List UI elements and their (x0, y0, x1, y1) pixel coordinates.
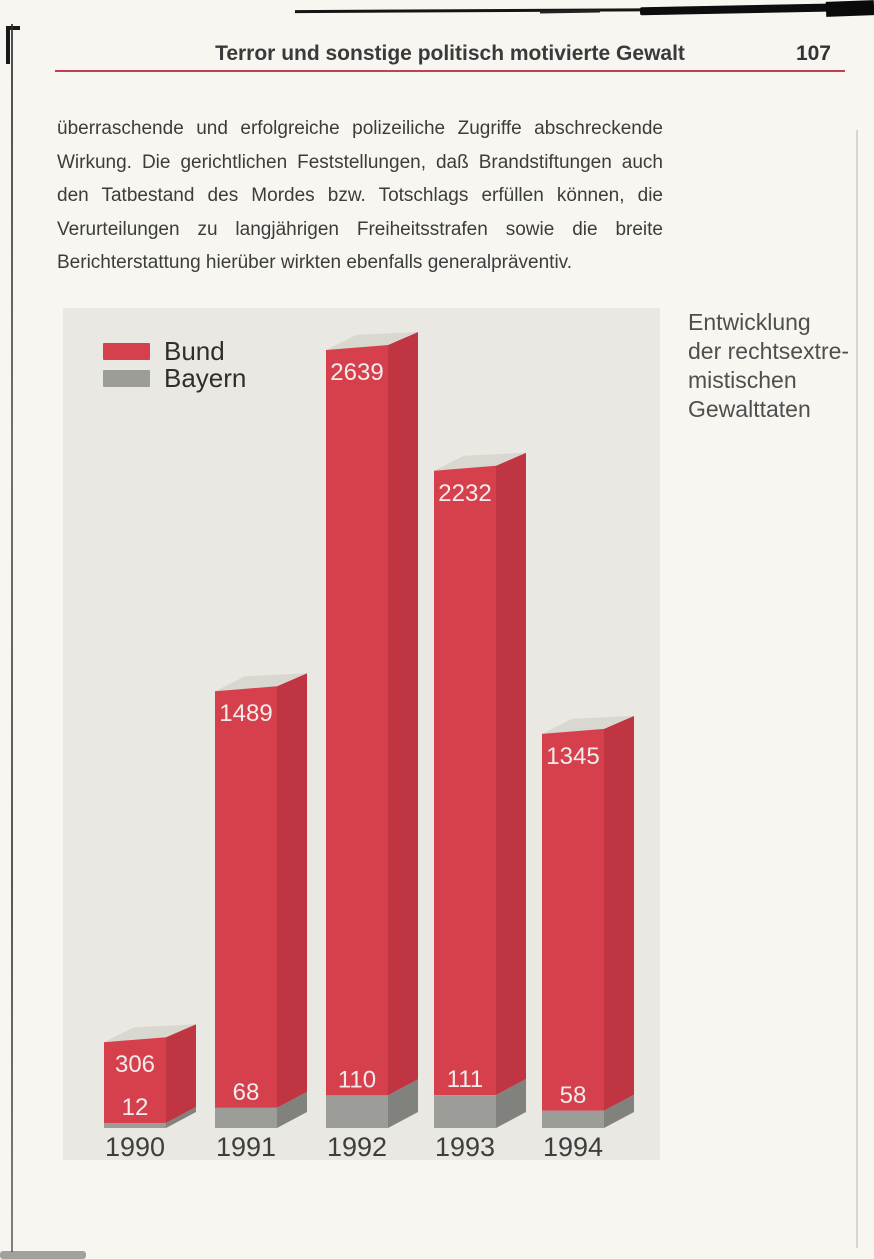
bund-value-label: 2639 (330, 359, 383, 386)
caption-line: Gewalttaten (688, 396, 811, 422)
bar-top-face (326, 332, 418, 350)
chart-caption: Entwicklung der rechtsextre-mistischen Gew… (688, 308, 863, 424)
year-axis-label: 1991 (216, 1132, 276, 1160)
bar-side-bund (388, 332, 418, 1096)
bar-front-bund (215, 686, 277, 1108)
bund-value-label: 2232 (438, 480, 491, 507)
bund-value-label: 1345 (546, 743, 599, 770)
bar-front-bayern (434, 1095, 496, 1128)
legend-label-bayern: Bayern (164, 363, 247, 393)
bar-top-face (434, 452, 526, 471)
bar-side-bayern (496, 1079, 526, 1128)
paragraph-line: den Tatbestand des Mordes bzw. Totschlag… (57, 185, 663, 206)
legend-swatch-bayern (103, 369, 150, 387)
paragraph-line: überraschende und erfolgreiche polizeili… (57, 118, 663, 139)
bayern-value-label: 58 (560, 1082, 587, 1109)
scan-artifact-bracket (6, 26, 20, 30)
bar-front-bund (104, 1037, 166, 1123)
bar-top-face (542, 715, 634, 734)
paragraph-line: Verurteilungen zu langjährigen Freiheits… (57, 218, 663, 240)
legend-label-bund: Bund (164, 336, 225, 366)
bar-front-bayern (326, 1095, 388, 1128)
bar-top-face (215, 673, 307, 692)
legend-item-bund: Bund (103, 336, 246, 366)
caption-line: mistischen (688, 367, 797, 393)
bar-front-bund (434, 465, 496, 1096)
bar-side-bund (166, 1024, 196, 1123)
page-number: 107 (795, 42, 831, 65)
body-paragraph: überraschende und erfolgreiche polizeili… (57, 112, 663, 280)
bar-side-bayern (604, 1094, 634, 1128)
bar-side-bayern (166, 1107, 196, 1128)
bar-side-bund (277, 673, 307, 1108)
year-axis-label: 1992 (327, 1132, 387, 1160)
year-axis-label: 1994 (543, 1132, 603, 1160)
scan-artifact-top-corner (825, 0, 874, 17)
bar-side-bayern (277, 1091, 307, 1128)
legend-swatch-bund (103, 342, 150, 360)
paragraph-line: Berichterstattung hierüber wirkten ebenf… (57, 252, 573, 273)
chart-panel: 306 12 1990 1489 68 1991 2639 110 1992 2232 111 199… (63, 308, 660, 1160)
scan-artifact-corner-shadow (0, 1251, 86, 1259)
bar-front-bayern (542, 1110, 604, 1128)
paragraph-line: Wirkung. Die gerichtlichen Feststellunge… (57, 151, 663, 173)
bar-side-bayern (388, 1079, 418, 1128)
bar-front-bayern (104, 1123, 166, 1128)
legend-item-bayern: Bayern (103, 363, 247, 393)
chart-legend: Bund Bayern (103, 336, 247, 396)
bund-value-label: 306 (115, 1051, 155, 1078)
bar-side-bund (604, 715, 634, 1111)
scan-artifact-bracket (6, 26, 10, 64)
bayern-value-label: 12 (122, 1094, 149, 1121)
bar-top-face (104, 1024, 196, 1043)
scan-artifact-dash (539, 9, 601, 14)
bar-side-bund (496, 452, 526, 1096)
bayern-value-label: 111 (447, 1066, 483, 1093)
bar-front-bund (326, 345, 388, 1096)
caption-line: Entwicklung (688, 309, 811, 335)
bayern-value-label: 110 (338, 1066, 376, 1093)
bar-front-bund (542, 728, 604, 1111)
bayern-value-label: 68 (233, 1079, 260, 1106)
bund-value-label: 1489 (219, 700, 272, 727)
page-header: Terror und sonstige politisch motivierte… (55, 40, 845, 72)
scan-artifact-spine-line (11, 24, 13, 1252)
bar-chart: 306 12 1990 1489 68 1991 2639 110 1992 2232 111 199… (104, 332, 634, 1160)
page-header-title: Terror und sonstige politisch motivierte… (215, 42, 685, 65)
scan-artifact-edge-line (856, 130, 858, 1248)
caption-line: der rechtsextre- (688, 338, 850, 364)
bar-front-bayern (215, 1107, 277, 1128)
year-axis-label: 1990 (105, 1132, 165, 1160)
year-axis-label: 1993 (435, 1132, 495, 1160)
